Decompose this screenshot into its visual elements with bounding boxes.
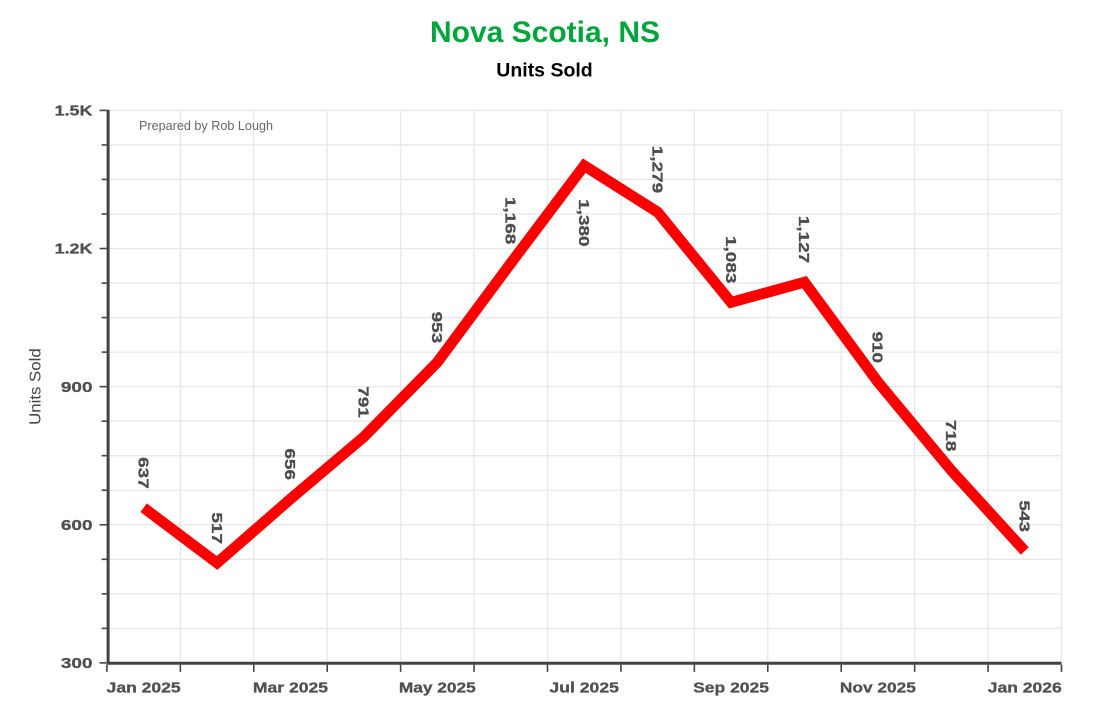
- svg-text:Jan 2026: Jan 2026: [988, 680, 1062, 696]
- svg-text:637: 637: [134, 457, 150, 489]
- svg-text:Units Sold: Units Sold: [496, 59, 592, 81]
- svg-text:910: 910: [869, 331, 885, 363]
- svg-text:1.2K: 1.2K: [55, 242, 93, 258]
- svg-text:Nov 2025: Nov 2025: [840, 680, 916, 696]
- svg-text:1,279: 1,279: [648, 146, 664, 193]
- svg-text:Jul 2025: Jul 2025: [549, 680, 619, 696]
- svg-text:Jan 2025: Jan 2025: [107, 680, 181, 696]
- svg-text:953: 953: [428, 312, 444, 344]
- svg-text:May 2025: May 2025: [399, 680, 476, 696]
- svg-text:791: 791: [355, 386, 371, 418]
- svg-text:300: 300: [61, 656, 93, 672]
- svg-text:1,168: 1,168: [501, 197, 517, 244]
- svg-text:1,380: 1,380: [575, 199, 591, 246]
- svg-text:517: 517: [208, 512, 224, 544]
- svg-text:718: 718: [942, 420, 958, 452]
- svg-text:Units Sold: Units Sold: [28, 348, 45, 425]
- svg-text:Mar 2025: Mar 2025: [253, 680, 328, 696]
- svg-text:1,127: 1,127: [795, 216, 811, 263]
- svg-text:1.5K: 1.5K: [55, 104, 93, 120]
- svg-text:600: 600: [61, 518, 93, 534]
- svg-text:Nova Scotia, NS: Nova Scotia, NS: [430, 16, 660, 49]
- svg-text:543: 543: [1015, 500, 1031, 532]
- svg-text:900: 900: [61, 380, 93, 396]
- svg-text:Prepared by Rob Lough: Prepared by Rob Lough: [139, 118, 273, 133]
- svg-text:1,083: 1,083: [722, 236, 738, 283]
- svg-text:656: 656: [281, 448, 297, 480]
- svg-text:Sep 2025: Sep 2025: [693, 680, 769, 696]
